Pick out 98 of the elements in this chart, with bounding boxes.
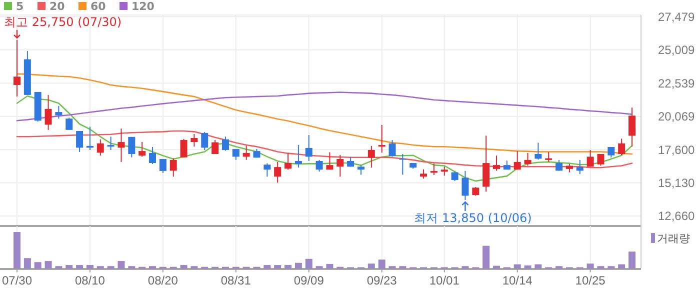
candlestick <box>514 150 521 170</box>
y-tick-label: 27,479 <box>658 10 696 24</box>
bar <box>264 265 271 268</box>
bar <box>492 266 500 268</box>
candlestick <box>305 134 312 162</box>
x-tick-label: 09/23 <box>366 273 398 288</box>
candlestick <box>388 140 396 158</box>
x-tick-label: 08/31 <box>220 273 252 288</box>
candlestick <box>608 146 615 158</box>
candlestick <box>336 154 344 178</box>
y-tick-label: 25,009 <box>658 43 696 58</box>
candlestick <box>545 151 552 162</box>
candlestick <box>316 159 323 172</box>
candlestick <box>462 170 469 201</box>
x-tick-label: 10/25 <box>575 273 606 288</box>
x-tick-label: 10/01 <box>429 273 460 288</box>
x-tick-label: 08/10 <box>74 273 106 288</box>
candlestick <box>107 136 114 150</box>
legend-label: 20 <box>50 0 66 13</box>
bar <box>305 258 312 268</box>
candlestick <box>399 154 406 176</box>
bar <box>326 264 334 268</box>
candlestick <box>170 158 177 178</box>
candlestick <box>14 39 20 98</box>
candlestick <box>357 164 364 176</box>
candlestick <box>524 152 532 166</box>
candlestick <box>597 154 604 166</box>
candlestick <box>274 161 282 184</box>
bar <box>482 246 490 268</box>
legend-label: 5 <box>16 0 24 13</box>
candlestick <box>242 145 250 160</box>
candlestick <box>55 105 62 120</box>
bar <box>180 265 188 268</box>
candlestick <box>76 130 84 152</box>
candlestick <box>190 133 198 148</box>
candlestick <box>420 168 428 180</box>
candlestick <box>482 135 490 192</box>
bar <box>14 232 20 268</box>
bar <box>284 265 292 268</box>
candlestick <box>264 162 271 178</box>
annotation: 최저 13,850 (10/06) <box>414 211 532 226</box>
candlestick <box>159 158 166 174</box>
bar <box>66 265 73 268</box>
candlestick <box>138 142 146 158</box>
x-tick-label: 07/30 <box>2 273 32 288</box>
y-tick-label: 17,600 <box>658 142 696 157</box>
legend-label: 120 <box>132 0 155 13</box>
annotation: 최고 25,750 (07/30) <box>4 14 122 29</box>
bar <box>628 252 636 268</box>
candlestick <box>534 142 542 160</box>
candlestick <box>222 136 229 152</box>
y-tick-label: 12,660 <box>658 209 696 224</box>
bar <box>294 262 302 268</box>
candlestick <box>66 117 73 130</box>
candlestick <box>628 107 636 148</box>
candlestick <box>232 148 240 160</box>
legend-label: 거래량 <box>657 232 690 245</box>
legend-label: 60 <box>90 0 106 13</box>
bar <box>368 264 375 268</box>
candlestick <box>492 155 500 172</box>
bar <box>24 258 31 268</box>
x-tick-label: 08/20 <box>148 273 178 288</box>
candlestick <box>128 136 136 158</box>
bar <box>34 262 42 268</box>
candlestick <box>96 138 104 156</box>
y-tick-label: 22,539 <box>658 76 696 90</box>
y-tick-label: 15,130 <box>658 176 696 190</box>
candlestick <box>294 144 302 168</box>
candlestick <box>149 146 156 164</box>
candlestick <box>576 159 584 175</box>
candlestick <box>284 152 292 170</box>
bar <box>618 264 626 268</box>
bar <box>76 265 84 268</box>
candlestick <box>451 171 458 182</box>
candlestick <box>201 131 208 150</box>
x-tick-label: 10/14 <box>502 273 533 288</box>
candlestick <box>44 94 52 130</box>
y-tick-label: 20,069 <box>658 110 696 124</box>
bar <box>514 264 521 268</box>
x-tick-label: 09/09 <box>294 273 324 288</box>
line-series <box>16 73 633 155</box>
bar <box>524 265 532 268</box>
candlestick <box>440 166 448 176</box>
bar <box>86 265 94 268</box>
bar <box>118 261 125 268</box>
bar <box>44 261 52 268</box>
bar <box>378 260 386 268</box>
candlestick <box>118 128 125 162</box>
bar <box>586 264 594 268</box>
bar <box>274 265 282 268</box>
candlestick <box>326 152 334 170</box>
candlestick <box>618 138 626 156</box>
bar <box>534 264 542 268</box>
candlestick <box>586 149 594 168</box>
candlestick <box>212 140 219 155</box>
candlestick <box>378 124 386 154</box>
candlestick <box>368 145 375 168</box>
candlestick <box>180 138 188 158</box>
